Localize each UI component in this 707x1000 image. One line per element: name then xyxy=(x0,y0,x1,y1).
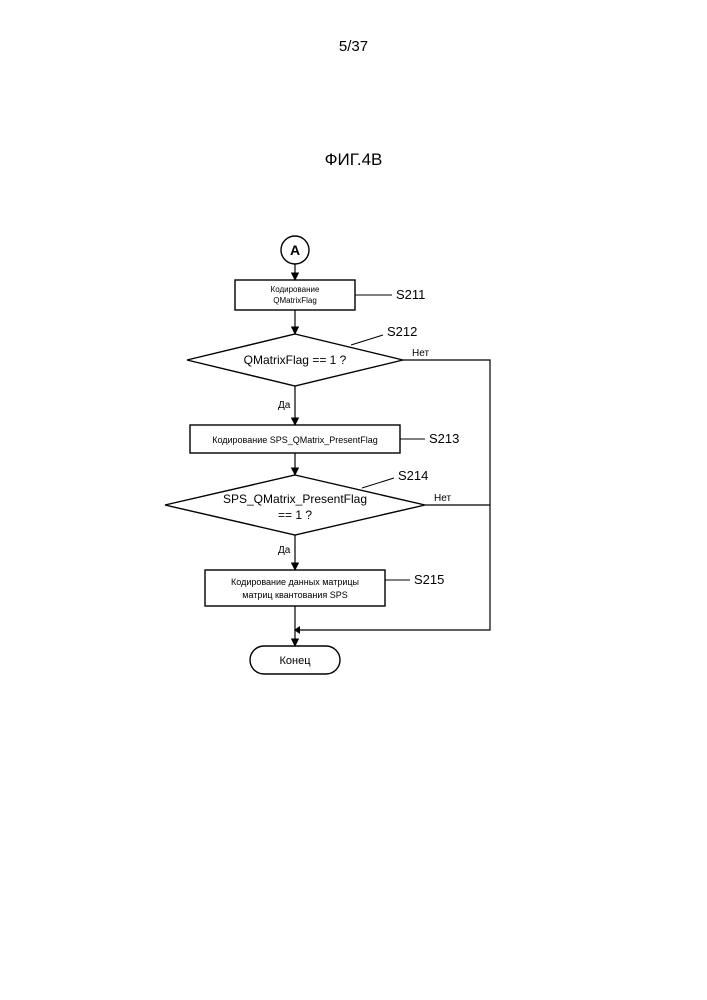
figure-title: ФИГ.4B xyxy=(0,150,707,170)
flow-process-s211-line2: QMatrixFlag xyxy=(273,296,317,305)
flow-process-s215-line2: матриц квантования SPS xyxy=(242,590,348,600)
flow-process-s213-line1: Кодирование SPS_QMatrix_PresentFlag xyxy=(212,435,378,445)
step-label-s214: S214 xyxy=(398,468,428,483)
step-label-s212: S212 xyxy=(387,324,417,339)
step-label-s211: S211 xyxy=(396,287,425,302)
flow-edge-label-no: Нет xyxy=(434,493,451,504)
flowchart: A Кодирование QMatrixFlag S211 QMatrixFl… xyxy=(110,230,590,700)
flow-edge-label-yes: Да xyxy=(278,545,291,556)
step-label-connector xyxy=(351,335,383,345)
page: 5/37 ФИГ.4B A Кодирование QMatrixFlag S2… xyxy=(0,0,707,1000)
step-label-s213: S213 xyxy=(429,431,459,446)
flow-decision-s214-line1: SPS_QMatrix_PresentFlag xyxy=(223,492,367,506)
flow-decision-s212-line1: QMatrixFlag == 1 ? xyxy=(244,353,347,367)
flow-process-s215-line1: Кодирование данных матрицы xyxy=(231,577,359,587)
flow-edge-label-no: Нет xyxy=(412,348,429,359)
step-label-connector xyxy=(362,478,394,488)
page-number: 5/37 xyxy=(0,38,707,55)
flow-terminator-end-label: Конец xyxy=(279,655,311,667)
flow-decision-s214-line2: == 1 ? xyxy=(278,508,312,522)
flow-process-s215 xyxy=(205,570,385,606)
flow-edge-label-yes: Да xyxy=(278,400,291,411)
step-label-s215: S215 xyxy=(414,572,444,587)
flow-process-s211-line1: Кодирование xyxy=(271,285,320,294)
flow-connector-a-label: A xyxy=(290,242,300,258)
